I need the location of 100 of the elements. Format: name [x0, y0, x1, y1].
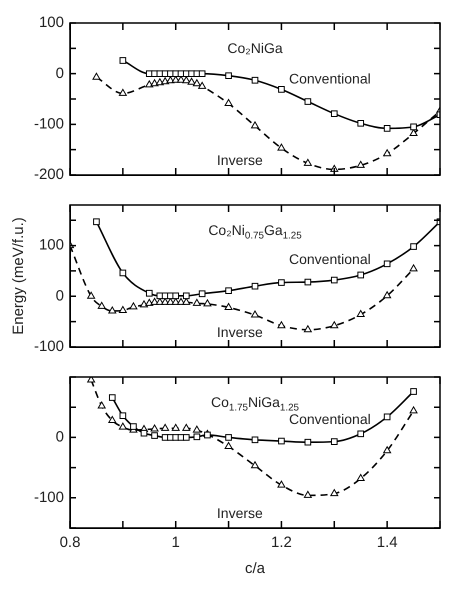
series-label: Conventional: [288, 250, 371, 267]
point: [140, 300, 148, 308]
point: [108, 416, 116, 423]
point: [277, 321, 286, 328]
point: [383, 149, 392, 156]
point: [108, 394, 116, 401]
point: [224, 99, 233, 106]
x-tick-label: 1: [172, 534, 180, 552]
point: [182, 424, 190, 431]
point: [410, 124, 417, 130]
y-tick-label: -200: [34, 166, 64, 184]
point: [98, 302, 106, 309]
point: [384, 125, 390, 132]
x-tick-label: 0.8: [60, 534, 80, 552]
point: [252, 76, 258, 84]
point: [410, 243, 417, 250]
y-tick-label: 0: [56, 287, 64, 304]
y-tick-label: 100: [38, 14, 64, 32]
point: [410, 264, 418, 272]
series-label: Inverse: [216, 152, 264, 168]
point: [410, 406, 418, 414]
point: [161, 424, 170, 431]
point: [140, 430, 148, 436]
point: [151, 432, 158, 439]
point: [330, 276, 338, 284]
point: [118, 306, 127, 313]
point: [330, 321, 338, 328]
point: [118, 422, 127, 430]
point: [383, 446, 392, 454]
point: [304, 98, 312, 105]
point: [224, 442, 233, 449]
y-tick-label: 0: [56, 428, 64, 446]
annotation: Co₂NiGa: [227, 40, 283, 56]
point: [251, 310, 259, 318]
point: [172, 292, 180, 300]
y-tick-label: -100: [34, 488, 64, 506]
point: [357, 120, 364, 127]
point: [252, 282, 258, 290]
point: [304, 158, 312, 166]
point: [87, 377, 96, 383]
point: [251, 121, 259, 128]
point: [120, 270, 126, 276]
point: [330, 438, 338, 445]
point: [225, 434, 232, 441]
point: [192, 298, 201, 306]
series-label: Conventional: [288, 70, 371, 86]
point: [225, 72, 232, 80]
point: [120, 57, 126, 64]
point: [304, 438, 312, 446]
point: [204, 432, 211, 438]
point: [198, 82, 206, 89]
point: [224, 302, 233, 310]
point: [357, 272, 364, 278]
point: [304, 325, 312, 332]
point: [182, 292, 190, 300]
y-axis-title: Energy (meV/f.u.): [10, 217, 28, 335]
point: [198, 290, 206, 298]
point: [356, 310, 365, 318]
point: [182, 434, 190, 441]
point: [98, 401, 106, 408]
point: [304, 490, 312, 498]
point: [330, 110, 338, 118]
y-tick-label: -100: [34, 115, 64, 132]
series-label: Inverse: [216, 504, 264, 521]
point: [357, 430, 364, 438]
point: [146, 290, 153, 297]
x-axis-title: c/a: [244, 560, 266, 578]
point: [192, 79, 201, 86]
point: [277, 144, 286, 151]
x-tick-label: 1.2: [271, 534, 292, 552]
point: [277, 480, 286, 488]
point: [93, 218, 100, 226]
point: [182, 76, 190, 84]
point: [203, 299, 212, 306]
point: [108, 306, 116, 314]
series-label: Inverse: [216, 324, 264, 340]
point: [129, 302, 138, 310]
point: [251, 461, 259, 468]
point: [87, 292, 96, 299]
point: [188, 78, 196, 85]
point: [278, 279, 285, 286]
point: [194, 433, 200, 440]
point: [130, 423, 137, 430]
point: [120, 412, 126, 419]
point: [225, 287, 232, 294]
point: [192, 426, 201, 433]
point: [384, 260, 390, 268]
point: [92, 72, 100, 80]
y-tick-label: 100: [38, 236, 64, 254]
point: [172, 424, 180, 431]
point: [383, 291, 392, 298]
point: [252, 436, 258, 444]
point: [278, 438, 285, 444]
y-tick-label: 0: [56, 64, 64, 82]
x-tick-label: 1.4: [376, 534, 398, 552]
point: [198, 70, 206, 77]
point: [356, 160, 365, 168]
point: [278, 86, 285, 93]
point: [330, 489, 338, 496]
point: [356, 474, 365, 481]
